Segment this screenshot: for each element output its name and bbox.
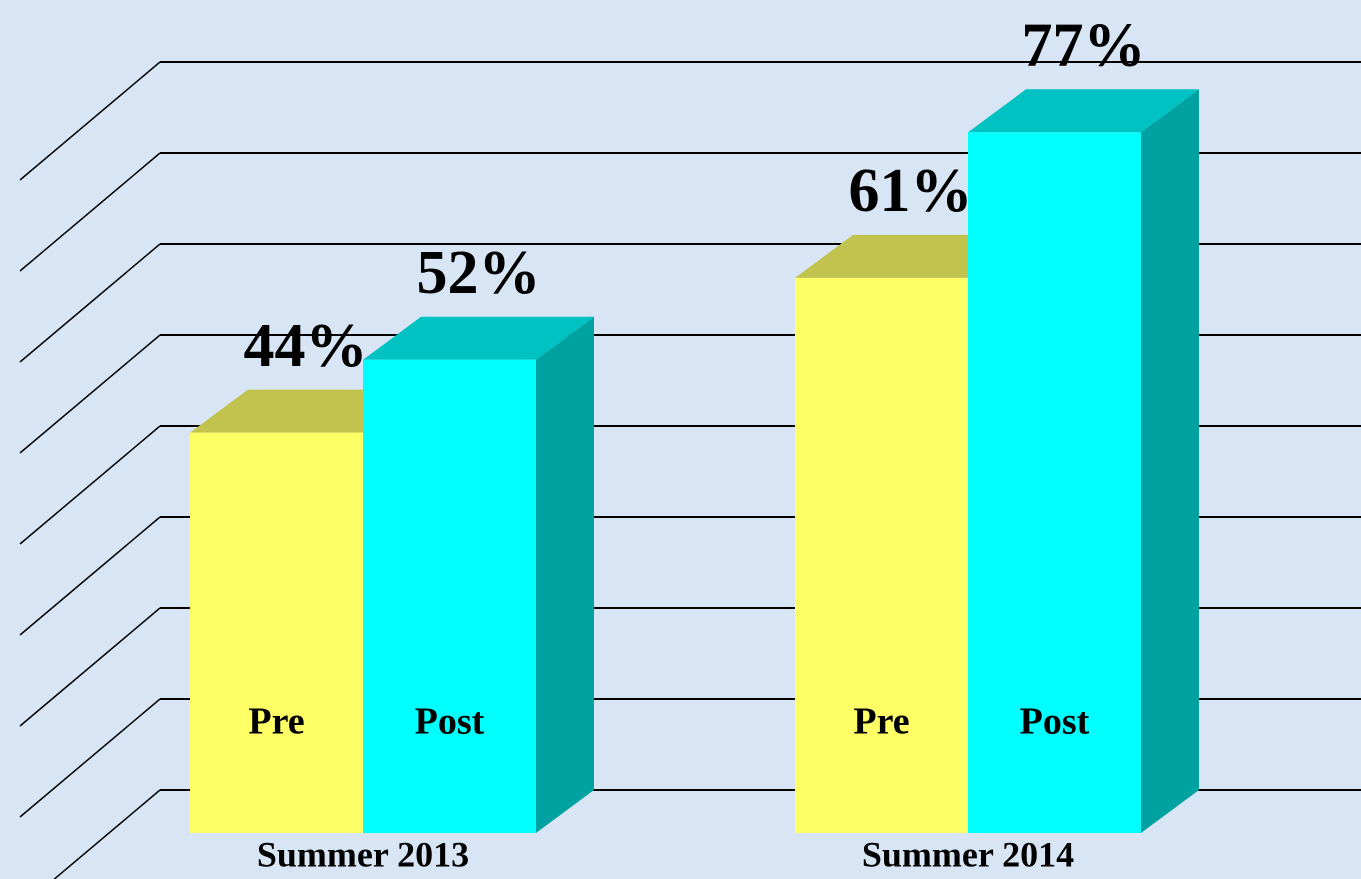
wall-line [53, 789, 161, 879]
wall-line [19, 152, 161, 272]
series-label: Pre [248, 701, 304, 743]
series-label: Post [415, 701, 485, 743]
value-label: 61% [849, 157, 973, 225]
wall-line [19, 243, 161, 363]
x-tick-label: Summer 2013 [257, 834, 469, 874]
bar-side [1141, 89, 1199, 834]
bar [968, 132, 1141, 834]
wall-line [19, 425, 161, 545]
wall-line [19, 698, 161, 818]
series-label: Pre [853, 701, 909, 743]
bar-top [968, 89, 1199, 133]
series-label: Post [1020, 701, 1090, 743]
value-label: 52% [417, 239, 541, 307]
bar [190, 432, 363, 833]
wall-line [19, 607, 161, 727]
bar [363, 359, 536, 833]
wall-line [19, 61, 161, 181]
value-label: 44% [244, 312, 368, 380]
bar-top [363, 316, 594, 360]
wall-line [19, 516, 161, 636]
bar [795, 277, 968, 833]
value-label: 77% [1022, 12, 1146, 80]
bar-side [536, 316, 594, 833]
x-tick-label: Summer 2014 [862, 834, 1074, 874]
wall-line [19, 334, 161, 454]
